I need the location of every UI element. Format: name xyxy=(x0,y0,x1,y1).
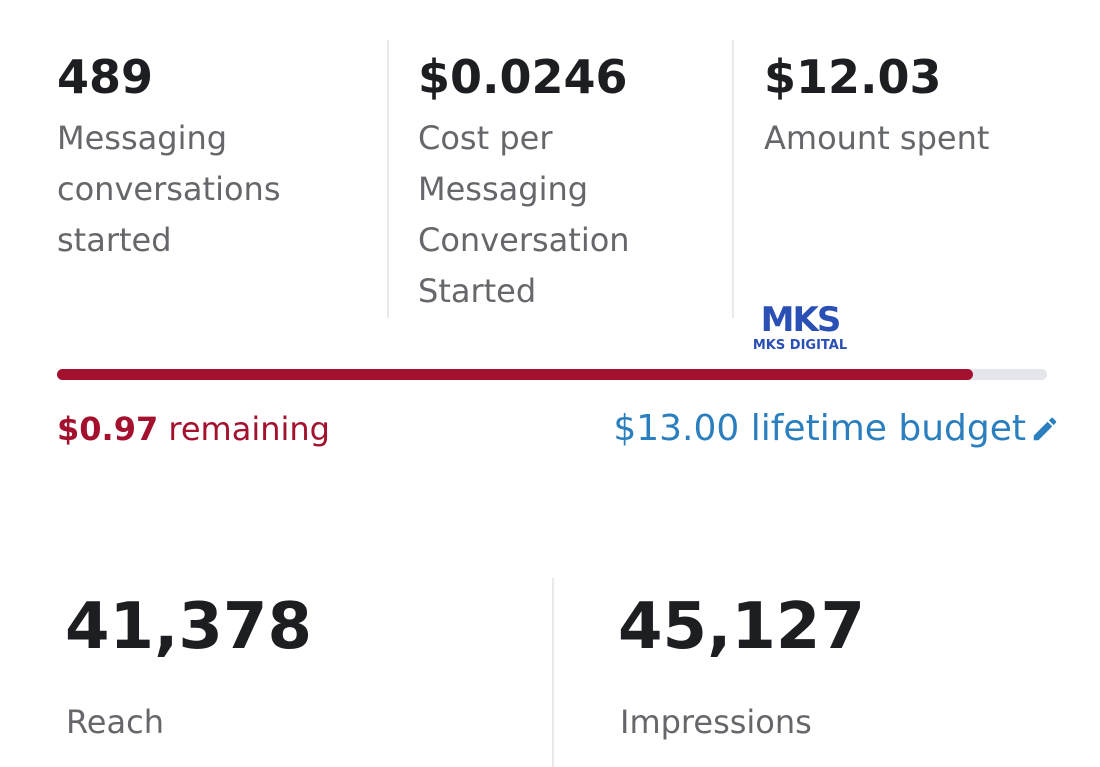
watermark-text: MKS DIGITAL xyxy=(752,338,848,353)
budget-amount: $13.00 xyxy=(613,408,740,449)
stat-value: $12.03 xyxy=(764,50,942,104)
watermark: MKS MKS DIGITAL xyxy=(750,302,850,353)
edit-icon[interactable] xyxy=(1030,414,1060,444)
divider xyxy=(552,578,554,767)
stat-value: $0.0246 xyxy=(418,50,628,104)
budget[interactable]: $13.00 lifetime budget xyxy=(613,408,1060,449)
remaining: $0.97 remaining xyxy=(57,410,330,448)
budget-track xyxy=(57,369,1047,380)
stat-caption: Messaging conversations started xyxy=(57,119,281,259)
watermark-logo: MKS xyxy=(760,300,842,340)
metric-value: 45,127 xyxy=(618,590,865,664)
divider xyxy=(387,40,389,318)
metric-value: 41,378 xyxy=(65,590,312,664)
divider xyxy=(732,40,734,318)
metric-caption: Impressions xyxy=(620,703,812,741)
stat-caption: Cost per Messaging Conversation Started xyxy=(418,119,630,310)
budget-text: lifetime budget xyxy=(750,408,1026,449)
stat-value: 489 xyxy=(57,50,154,104)
stat-caption: Amount spent xyxy=(764,119,990,157)
remaining-text: remaining xyxy=(168,410,330,448)
remaining-amount: $0.97 xyxy=(57,410,159,448)
metric-caption: Reach xyxy=(66,703,164,741)
budget-spent-bar xyxy=(57,369,974,380)
